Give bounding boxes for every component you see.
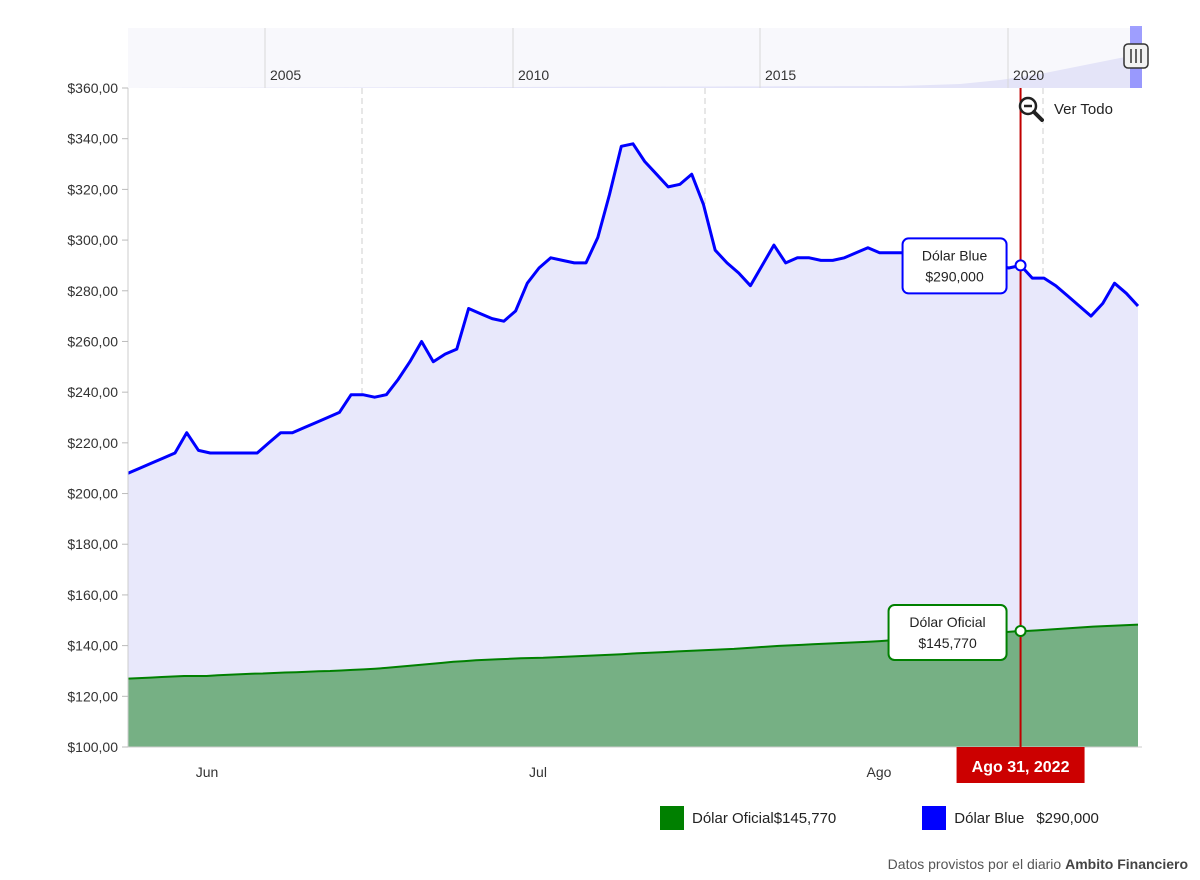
y-tick-label: $340,00 bbox=[67, 131, 118, 147]
navigator-label: 2010 bbox=[518, 67, 549, 83]
blue-tooltip-box bbox=[901, 237, 1008, 295]
y-tick-label: $320,00 bbox=[67, 181, 118, 197]
y-tick-label: $160,00 bbox=[67, 587, 118, 603]
legend-value-blue: $290,000 bbox=[1036, 809, 1099, 827]
legend-item-blue[interactable]: Dólar Blue $290,000 bbox=[922, 806, 1099, 830]
y-tick-label: $200,00 bbox=[67, 486, 118, 502]
y-tick-label: $180,00 bbox=[67, 536, 118, 552]
oficial-tooltip-value: $145,770 bbox=[918, 635, 977, 651]
credit-text: Datos provistos por el diario Ambito Fin… bbox=[888, 856, 1188, 872]
legend-label-blue: Dólar Blue bbox=[954, 809, 1025, 827]
y-axis-ticks: $100,00 $120,00 $140,00 $160,00 $180,00 $200,… bbox=[67, 80, 128, 755]
credit-source: Ambito Financiero bbox=[1065, 856, 1188, 872]
credit-prefix: Datos provistos por el diario bbox=[887, 856, 1062, 872]
crosshair-label-box bbox=[956, 747, 1085, 783]
legend: Dólar Oficial $145,770 Dólar Blue $290,0… bbox=[660, 806, 1099, 830]
crosshair-label: Ago 31, 2022 bbox=[972, 759, 1070, 776]
y-tick-label: $260,00 bbox=[67, 333, 118, 349]
navigator-label: 2005 bbox=[270, 67, 301, 83]
legend-swatch-blue bbox=[922, 806, 947, 830]
oficial-tooltip-title: Dólar Oficial bbox=[909, 614, 985, 630]
reset-zoom-button[interactable]: Ver Todo bbox=[1018, 96, 1113, 122]
legend-value-oficial: $145,770 bbox=[773, 809, 837, 827]
x-axis-ticks: Jun Jul Ago bbox=[196, 764, 892, 780]
chart: 2005 2010 2015 2020 $100,00 $120,00 $140,0… bbox=[67, 26, 1149, 783]
crosshair: Ago 31, 2022 bbox=[956, 88, 1085, 783]
blue-tooltip-title: Dólar Blue bbox=[922, 247, 988, 263]
navigator-label: 2020 bbox=[1013, 67, 1044, 83]
y-tick-label: $240,00 bbox=[67, 384, 118, 400]
series-area-oficial bbox=[128, 624, 1138, 747]
x-tick-label: Ago bbox=[867, 764, 892, 780]
plot-area: $100,00 $120,00 $140,00 $160,00 $180,00 $200,… bbox=[67, 80, 1142, 783]
y-tick-label: $100,00 bbox=[67, 739, 118, 755]
y-tick-label: $220,00 bbox=[67, 435, 118, 451]
series-area-blue bbox=[128, 143, 1138, 748]
y-tick-label: $300,00 bbox=[67, 232, 118, 248]
navigator-series-area bbox=[128, 54, 1142, 88]
tooltips: Dólar Blue $290,000 Dólar Oficial $145,770 bbox=[887, 237, 1027, 661]
legend-label-oficial: Dólar Oficial bbox=[692, 809, 774, 827]
zoom-out-icon bbox=[1018, 96, 1044, 122]
navigator-handle[interactable] bbox=[1123, 43, 1149, 69]
navigator-label: 2015 bbox=[765, 67, 796, 83]
y-tick-label: $140,00 bbox=[67, 638, 118, 654]
y-tick-label: $360,00 bbox=[67, 80, 118, 96]
y-tick-label: $280,00 bbox=[67, 283, 118, 299]
x-tick-label: Jul bbox=[529, 764, 547, 780]
blue-point-marker bbox=[1014, 259, 1027, 272]
legend-item-oficial[interactable]: Dólar Oficial $145,770 bbox=[660, 806, 836, 830]
legend-swatch-oficial bbox=[660, 806, 684, 830]
oficial-tooltip-box bbox=[887, 603, 1008, 661]
y-tick-label: $120,00 bbox=[67, 688, 118, 704]
oficial-point-marker bbox=[1014, 624, 1027, 637]
navigator-background bbox=[128, 28, 1142, 88]
x-tick-label: Jun bbox=[196, 764, 219, 780]
blue-tooltip-value: $290,000 bbox=[925, 268, 984, 284]
reset-zoom-label: Ver Todo bbox=[1054, 100, 1113, 118]
navigator-grid bbox=[264, 28, 1009, 88]
navigator[interactable]: 2005 2010 2015 2020 bbox=[128, 26, 1149, 88]
